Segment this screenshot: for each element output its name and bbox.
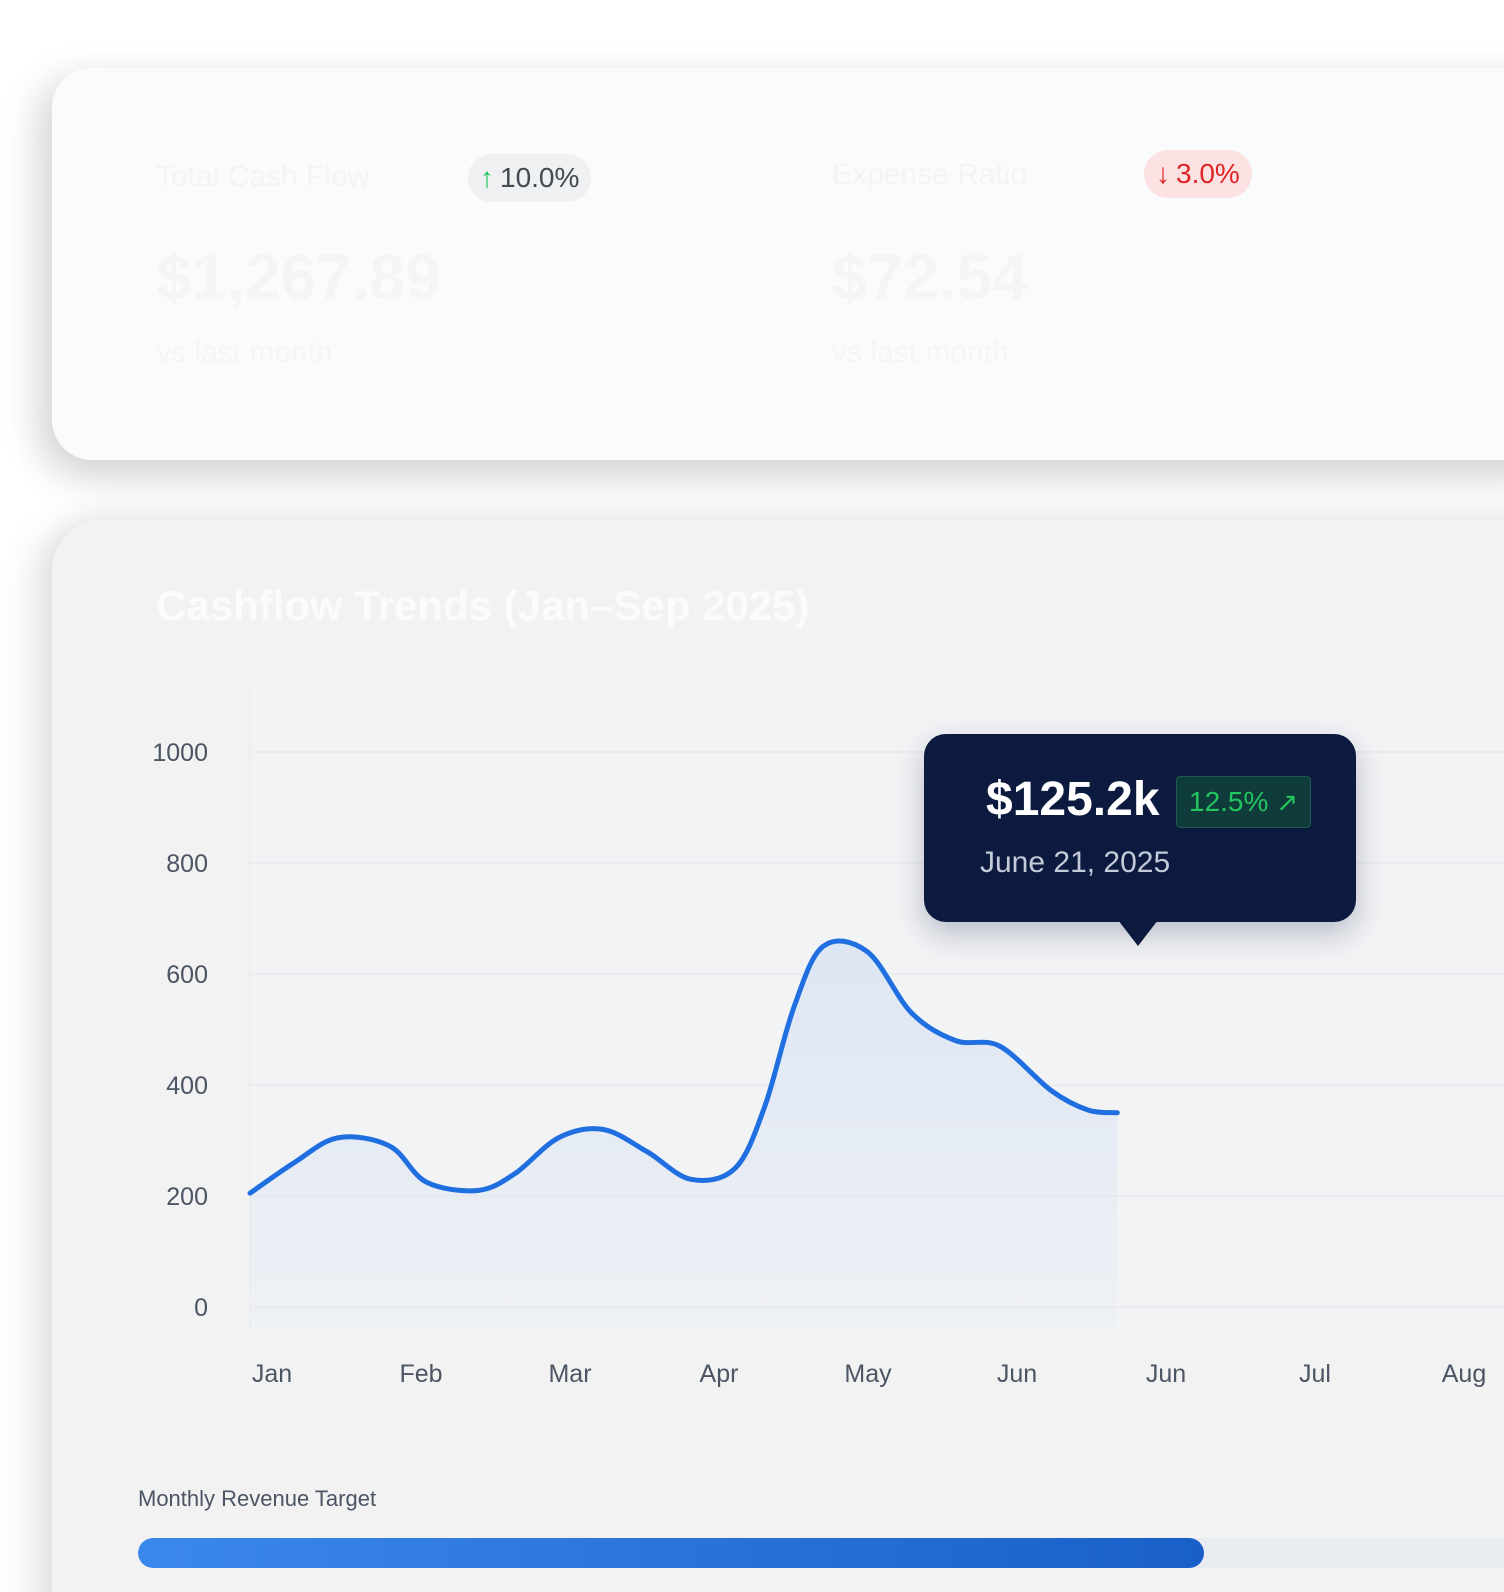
stat-label-expense-ratio: Expense Ratio [832,158,1028,191]
data-point [1048,1088,1054,1094]
data-point [791,1004,797,1010]
tooltip-value: $125.2k [986,773,1160,826]
revenue-target-progress [138,1538,1504,1568]
stat-value-expense-ratio: $72.54 [832,241,1028,313]
x-tick-label: Jun [997,1360,1037,1388]
data-point [291,1160,297,1166]
x-tick-label: Mar [548,1360,591,1388]
data-point [475,1187,481,1193]
y-tick-labels: 0 200 400 600 800 1000 [152,739,208,1322]
data-point [512,1171,518,1177]
tooltip-change-badge: 12.5% ↗ [1176,776,1312,828]
series-line[interactable] [247,938,1120,1196]
stat-sub-expense-ratio: vs last month [832,336,1009,369]
data-point [688,1176,694,1182]
y-tick-label: 0 [194,1294,208,1322]
arrow-up-right-icon: ↗ [1276,786,1299,817]
x-tick-label: Jul [1299,1360,1331,1388]
arrow-up-icon: ↑ [480,162,494,193]
x-tick-labels: Jan Feb Mar Apr May Jun Jun Jul Aug [252,1360,1486,1388]
stat-value-cash-flow: $1,267.89 [156,241,441,313]
data-point [247,1190,253,1196]
tooltip-date: June 21, 2025 [980,846,1171,879]
data-point [909,1010,915,1016]
progress-label: Monthly Revenue Target [138,1486,377,1511]
chart-title: Cashflow Trends (Jan–Sep 2025) [156,582,810,629]
stat-label-cash-flow: Total Cash Flow [156,160,370,193]
data-point [762,1104,768,1110]
data-point [820,943,826,949]
data-point [1114,1110,1120,1116]
y-tick-label: 400 [166,1072,208,1100]
y-tick-label: 600 [166,961,208,989]
data-point [864,949,870,955]
stat-sub-cash-flow: vs last month [156,336,333,369]
x-tick-label: Jun [1146,1360,1186,1388]
x-tick-label: Feb [399,1360,442,1388]
data-point [335,1135,341,1141]
data-point [1085,1107,1091,1113]
x-tick-label: Apr [700,1360,739,1388]
data-point [732,1165,738,1171]
data-point [387,1143,393,1149]
x-tick-label: May [844,1360,892,1388]
cashflow-chart-card: Cashflow Trends (Jan–Sep 2025) 0 200 400 60… [52,520,1504,1592]
data-point [423,1179,429,1185]
chart-tooltip: $125.2k 12.5% ↗ June 21, 2025 [924,734,1356,922]
change-badge-down: ↓ 3.0% [1144,150,1252,198]
arrow-down-icon: ↓ [1156,158,1170,189]
y-tick-label: 200 [166,1183,208,1211]
data-point [953,1038,959,1044]
tooltip-pointer [1118,920,1158,946]
stats-card: Total Cash Flow ↑ 10.0% $1,267.89 vs las… [52,68,1504,460]
x-tick-label: Jan [252,1360,292,1388]
area-fill [250,941,1118,1330]
change-value: 10.0% [500,162,580,193]
change-value: 3.0% [1176,158,1240,189]
x-tick-label: Aug [1442,1360,1486,1388]
y-tick-label: 800 [166,850,208,878]
change-badge-up: ↑ 10.0% [468,154,592,202]
data-point [600,1126,606,1132]
tooltip-change-value: 12.5% [1189,786,1269,817]
data-point [997,1043,1003,1049]
data-point [556,1135,562,1141]
progress-fill [138,1538,1204,1568]
y-tick-label: 1000 [152,739,208,767]
data-point [644,1149,650,1155]
